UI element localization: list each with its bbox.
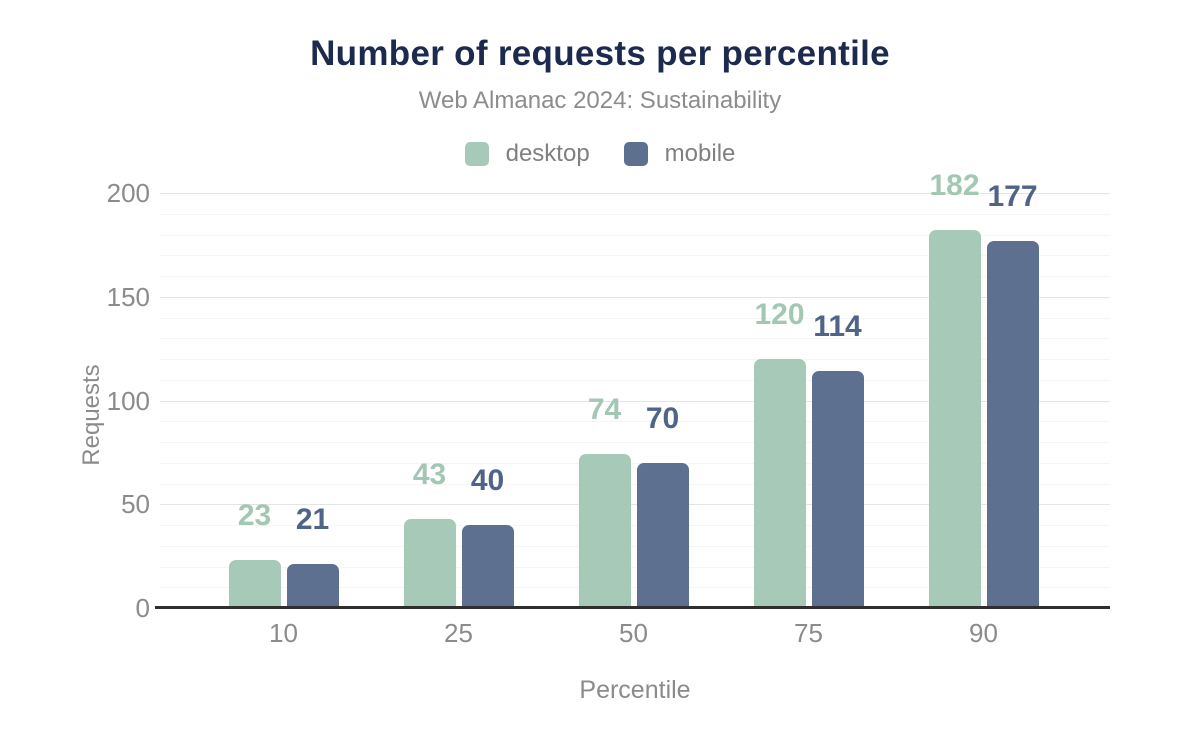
bar-value-label-desktop-p25: 43 (412, 457, 447, 491)
chart-title: Number of requests per percentile (310, 34, 890, 73)
gridline-minor (160, 545, 1110, 547)
x-tick-label-p25: 25 (444, 618, 473, 648)
bar-desktop-p25[interactable] (403, 518, 456, 608)
bar-value-label-mobile-p75: 114 (813, 310, 862, 344)
mobile-swatch-icon (623, 142, 648, 166)
bar-value-label-mobile-p50: 70 (645, 401, 680, 435)
gridline-minor (160, 276, 1110, 277)
bar-mobile-p25[interactable] (461, 525, 514, 608)
bar-desktop-p75[interactable] (753, 359, 806, 608)
plot-area: 23 21 43 40 74 70 120 114 182 177 (160, 171, 1110, 608)
bar-value-label-mobile-p90: 177 (987, 179, 1038, 213)
gridline-minor (160, 587, 1110, 589)
gridline-major (160, 296, 1110, 298)
gridline-major (160, 504, 1110, 506)
gridline-minor (160, 379, 1110, 381)
x-tick-label-p50: 50 (619, 618, 648, 648)
gridline-major (160, 193, 1110, 194)
legend: desktop mobile (0, 140, 1200, 168)
bar-desktop-p90[interactable] (928, 230, 981, 608)
bar-mobile-p50[interactable] (636, 462, 689, 608)
bar-mobile-p10[interactable] (286, 564, 339, 608)
gridline-minor (160, 442, 1110, 443)
y-tick-label: 150 (106, 281, 150, 312)
x-axis-line (155, 606, 1110, 609)
y-tick-label: 0 (135, 593, 150, 623)
bar-value-label-mobile-p25: 40 (470, 464, 505, 497)
y-tick-label: 100 (106, 385, 150, 416)
gridline-minor (160, 234, 1110, 236)
gridline-minor (160, 525, 1110, 526)
gridline-minor (160, 566, 1110, 568)
legend-label-desktop: desktop (505, 140, 590, 167)
bar-value-label-desktop-p75: 120 (754, 298, 805, 331)
chart-subtitle: Web Almanac 2024: Sustainability (418, 87, 782, 114)
x-axis-title: Percentile (579, 676, 691, 704)
gridline-minor (160, 317, 1110, 319)
gridline-minor (160, 421, 1110, 423)
legend-item-mobile[interactable]: mobile (623, 140, 736, 168)
bar-desktop-p10[interactable] (228, 560, 281, 608)
bar-value-label-desktop-p10: 23 (237, 499, 272, 533)
y-tick-label: 50 (121, 489, 150, 520)
bar-value-label-mobile-p10: 21 (295, 503, 330, 537)
gridline-minor (160, 483, 1110, 485)
bar-mobile-p75[interactable] (811, 371, 864, 608)
gridline-major (160, 400, 1110, 402)
bar-value-label-desktop-p50: 74 (587, 393, 622, 427)
x-tick-label-p10: 10 (269, 618, 298, 648)
y-tick-label: 200 (106, 178, 150, 208)
gridline-minor (160, 213, 1110, 215)
gridline-minor (160, 255, 1110, 257)
gridline-minor (160, 462, 1110, 464)
bar-desktop-p50[interactable] (578, 454, 631, 608)
desktop-swatch-icon (464, 142, 489, 166)
gridline-minor (160, 359, 1110, 360)
bar-value-label-desktop-p90: 182 (929, 169, 980, 203)
legend-item-desktop[interactable]: desktop (464, 140, 590, 168)
legend-label-mobile: mobile (664, 140, 736, 167)
x-tick-label-p90: 90 (969, 618, 998, 648)
x-tick-label-p75: 75 (794, 618, 823, 648)
gridline-minor (160, 338, 1110, 340)
bar-mobile-p90[interactable] (986, 240, 1039, 608)
